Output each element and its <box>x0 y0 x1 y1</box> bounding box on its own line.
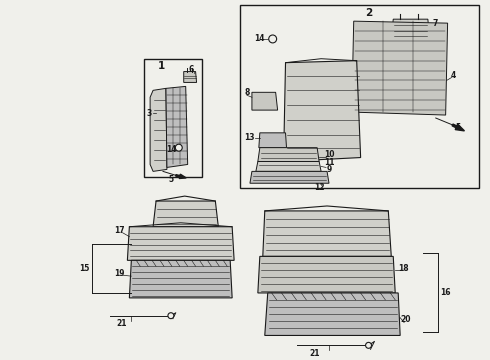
Text: 1: 1 <box>157 60 165 71</box>
Polygon shape <box>184 72 196 82</box>
Polygon shape <box>265 293 400 336</box>
Text: 10: 10 <box>324 150 334 159</box>
Text: 18: 18 <box>398 264 409 273</box>
Text: 14: 14 <box>255 35 265 44</box>
Text: 12: 12 <box>314 183 324 192</box>
Text: 13: 13 <box>244 133 254 142</box>
Polygon shape <box>392 19 430 39</box>
Text: 14: 14 <box>167 145 177 154</box>
Text: 3: 3 <box>147 109 152 118</box>
Text: 16: 16 <box>441 288 451 297</box>
Polygon shape <box>263 211 392 256</box>
Polygon shape <box>150 88 167 171</box>
Polygon shape <box>250 171 329 183</box>
Polygon shape <box>259 133 287 148</box>
Polygon shape <box>166 86 188 167</box>
Text: 11: 11 <box>324 158 334 167</box>
Polygon shape <box>127 227 234 260</box>
Polygon shape <box>352 21 447 115</box>
Circle shape <box>175 144 182 151</box>
Text: 5: 5 <box>456 123 461 132</box>
Polygon shape <box>256 162 321 171</box>
Text: 2: 2 <box>365 8 372 18</box>
Polygon shape <box>129 260 232 298</box>
Text: 21: 21 <box>116 319 127 328</box>
Text: 7: 7 <box>432 19 438 28</box>
Text: 4: 4 <box>451 71 456 80</box>
Text: 6: 6 <box>188 65 193 74</box>
Text: 19: 19 <box>114 269 125 278</box>
Text: 21: 21 <box>309 349 319 358</box>
Polygon shape <box>153 201 219 227</box>
FancyArrow shape <box>452 124 465 131</box>
Circle shape <box>269 35 277 43</box>
Bar <box>144 59 201 177</box>
Bar <box>240 5 479 188</box>
Polygon shape <box>258 148 319 162</box>
Text: 20: 20 <box>401 315 411 324</box>
Polygon shape <box>258 256 395 293</box>
Circle shape <box>366 342 371 348</box>
Text: 8: 8 <box>245 88 250 97</box>
Polygon shape <box>252 92 278 110</box>
Text: 15: 15 <box>79 264 89 273</box>
Text: 17: 17 <box>114 226 125 235</box>
Text: 5: 5 <box>168 175 173 184</box>
Circle shape <box>168 313 174 319</box>
Polygon shape <box>284 61 361 162</box>
Text: 9: 9 <box>326 165 332 174</box>
FancyArrow shape <box>175 174 186 179</box>
